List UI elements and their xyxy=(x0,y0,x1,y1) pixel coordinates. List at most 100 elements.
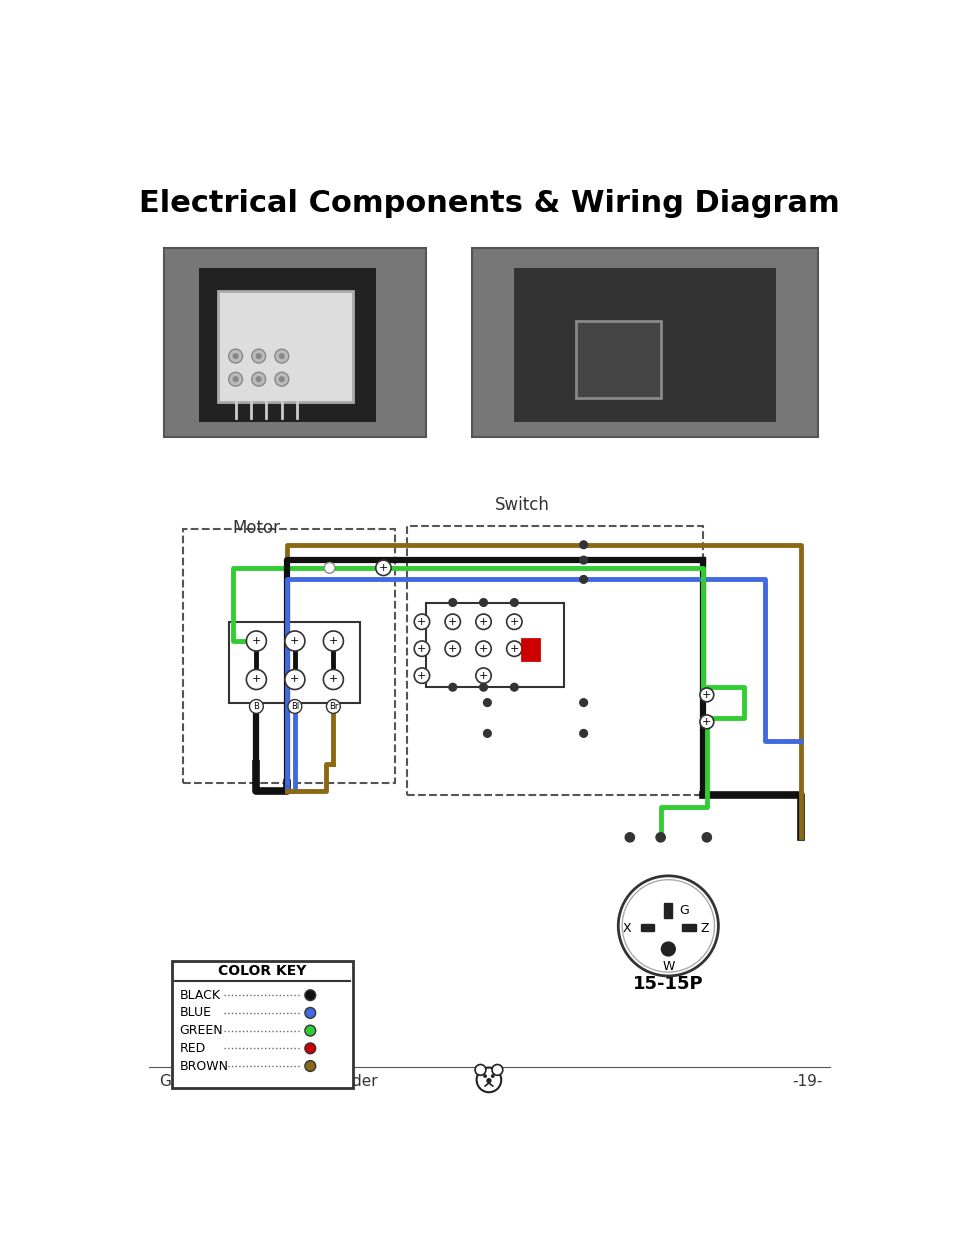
Bar xyxy=(664,903,672,918)
Text: +: + xyxy=(509,643,518,653)
Text: -19-: -19- xyxy=(791,1074,821,1089)
Bar xyxy=(183,530,395,783)
Circle shape xyxy=(323,669,343,689)
Circle shape xyxy=(324,562,335,573)
Text: +: + xyxy=(329,636,337,646)
Text: +: + xyxy=(509,616,518,626)
Text: Bl: Bl xyxy=(291,701,298,711)
Circle shape xyxy=(476,614,491,630)
Text: +: + xyxy=(252,636,261,646)
Text: 15-15P: 15-15P xyxy=(633,974,703,993)
Circle shape xyxy=(506,641,521,656)
Circle shape xyxy=(700,715,713,729)
Bar xyxy=(640,924,654,931)
Text: Z: Z xyxy=(700,921,708,935)
Bar xyxy=(425,603,564,687)
Circle shape xyxy=(660,942,675,956)
Circle shape xyxy=(305,1061,315,1072)
Text: +: + xyxy=(378,563,388,573)
Text: +: + xyxy=(290,636,299,646)
Circle shape xyxy=(444,614,460,630)
Circle shape xyxy=(449,683,456,692)
Circle shape xyxy=(285,669,305,689)
Circle shape xyxy=(274,372,289,387)
Circle shape xyxy=(700,688,713,701)
Text: +: + xyxy=(416,643,426,653)
Bar xyxy=(576,321,659,399)
Circle shape xyxy=(252,350,265,363)
Circle shape xyxy=(486,1078,491,1083)
Text: +: + xyxy=(416,671,426,680)
Circle shape xyxy=(233,377,238,383)
Circle shape xyxy=(375,561,391,576)
Text: B: B xyxy=(253,701,259,711)
Bar xyxy=(198,268,375,421)
Circle shape xyxy=(288,699,301,714)
Circle shape xyxy=(479,683,487,692)
Circle shape xyxy=(510,599,517,606)
Circle shape xyxy=(476,1067,500,1092)
Text: GREEN: GREEN xyxy=(179,1024,223,1037)
Circle shape xyxy=(323,631,343,651)
Bar xyxy=(521,638,538,661)
Text: G: G xyxy=(679,904,688,918)
Circle shape xyxy=(701,832,711,842)
Text: W: W xyxy=(661,960,674,973)
Circle shape xyxy=(506,614,521,630)
Circle shape xyxy=(414,614,429,630)
Circle shape xyxy=(274,350,289,363)
Text: +: + xyxy=(290,674,299,684)
Circle shape xyxy=(255,377,261,383)
Circle shape xyxy=(285,631,305,651)
Circle shape xyxy=(579,541,587,548)
Circle shape xyxy=(510,683,517,692)
Circle shape xyxy=(229,350,242,363)
Circle shape xyxy=(255,353,261,359)
Circle shape xyxy=(246,669,266,689)
Circle shape xyxy=(579,699,587,706)
Circle shape xyxy=(326,699,340,714)
Circle shape xyxy=(476,668,491,683)
Circle shape xyxy=(278,377,285,383)
Circle shape xyxy=(278,353,285,359)
Text: Br: Br xyxy=(329,701,337,711)
Circle shape xyxy=(305,1025,315,1036)
Text: X: X xyxy=(622,921,631,935)
Circle shape xyxy=(252,372,265,387)
Bar xyxy=(217,290,353,403)
Circle shape xyxy=(482,1074,486,1078)
Circle shape xyxy=(444,641,460,656)
Text: +: + xyxy=(701,690,711,700)
Circle shape xyxy=(492,1065,502,1076)
Bar xyxy=(472,248,818,437)
Circle shape xyxy=(656,832,664,842)
Circle shape xyxy=(414,668,429,683)
Bar xyxy=(514,268,776,421)
Text: RED: RED xyxy=(179,1042,206,1055)
Text: COLOR KEY: COLOR KEY xyxy=(217,965,306,978)
Circle shape xyxy=(449,599,456,606)
Text: +: + xyxy=(478,616,488,626)
Bar xyxy=(406,526,702,795)
Circle shape xyxy=(579,730,587,737)
Text: +: + xyxy=(329,674,337,684)
Circle shape xyxy=(233,353,238,359)
Text: +: + xyxy=(416,616,426,626)
Text: BLUE: BLUE xyxy=(179,1007,212,1019)
Text: BLACK: BLACK xyxy=(179,989,220,1002)
Text: +: + xyxy=(448,616,456,626)
Bar xyxy=(172,961,353,1088)
Circle shape xyxy=(246,631,266,651)
Circle shape xyxy=(305,1008,315,1019)
Circle shape xyxy=(475,1065,485,1076)
Circle shape xyxy=(483,730,491,737)
Circle shape xyxy=(621,879,714,972)
Circle shape xyxy=(579,556,587,564)
Bar xyxy=(681,924,696,931)
Text: Switch: Switch xyxy=(494,496,549,514)
Text: Motor: Motor xyxy=(233,519,280,537)
Circle shape xyxy=(305,1042,315,1053)
Circle shape xyxy=(479,599,487,606)
Circle shape xyxy=(305,989,315,1000)
Circle shape xyxy=(476,641,491,656)
